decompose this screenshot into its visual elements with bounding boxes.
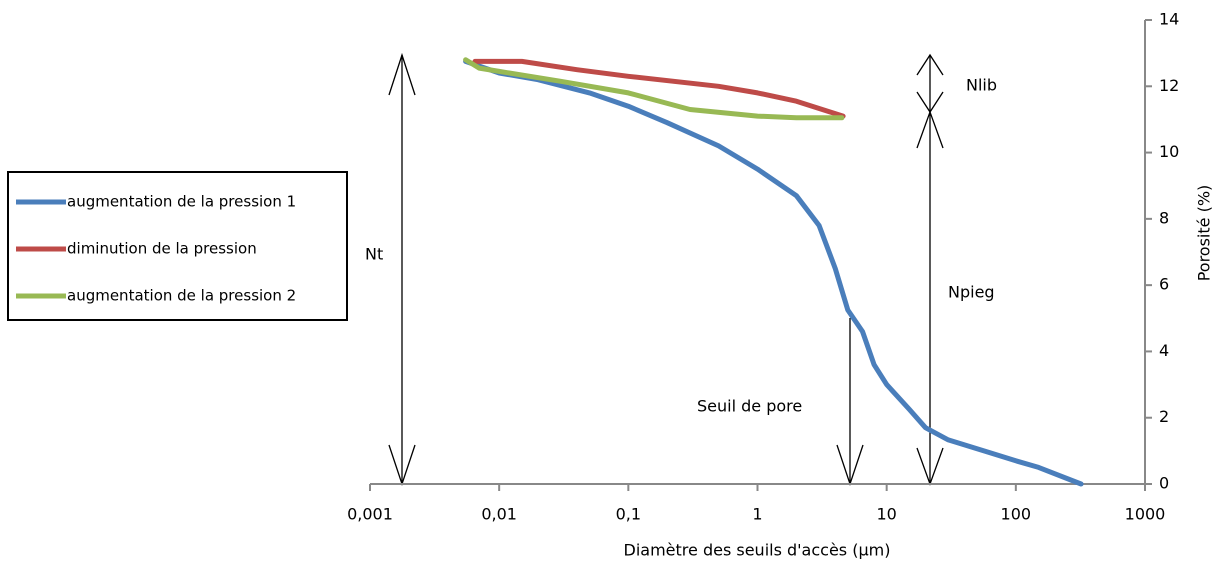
legend: augmentation de la pression 1 diminution … — [16, 193, 296, 305]
legend-label: augmentation de la pression 2 — [67, 287, 296, 305]
x-tick-label: 10 — [876, 505, 896, 524]
annotation: Nt — [365, 245, 383, 264]
series-line — [472, 58, 846, 119]
annotation: Seuil de pore — [697, 397, 802, 416]
y-tick-label: 10 — [1159, 142, 1179, 161]
series-line — [463, 58, 1084, 487]
y-tick-label: 0 — [1159, 474, 1169, 493]
series-line — [463, 57, 845, 121]
x-tick-label: 1 — [752, 505, 762, 524]
y-axis-title: Porosité (%) — [1195, 185, 1214, 282]
y-tick-label: 2 — [1159, 407, 1169, 426]
x-axis-title: Diamètre des seuils d'accès (µm) — [624, 541, 891, 560]
y-tick-label: 14 — [1159, 10, 1179, 29]
y-tick-label: 12 — [1159, 76, 1179, 95]
annotation-arrows — [388, 52, 944, 487]
legend-label: diminution de la pression — [67, 240, 257, 258]
x-tick-label: 0,01 — [481, 505, 517, 524]
annotation: Npieg — [948, 283, 995, 302]
x-tick-label: 0,1 — [616, 505, 641, 524]
y-tick-label: 6 — [1159, 275, 1169, 294]
x-tick-label: 1000 — [1125, 505, 1166, 524]
annotation: Nlib — [966, 76, 997, 95]
x-tick-label: 100 — [1001, 505, 1032, 524]
legend-label: augmentation de la pression 1 — [67, 193, 296, 211]
y-tick-label: 4 — [1159, 341, 1169, 360]
y-tick-label: 8 — [1159, 208, 1169, 227]
x-tick-label: 0,001 — [347, 505, 393, 524]
